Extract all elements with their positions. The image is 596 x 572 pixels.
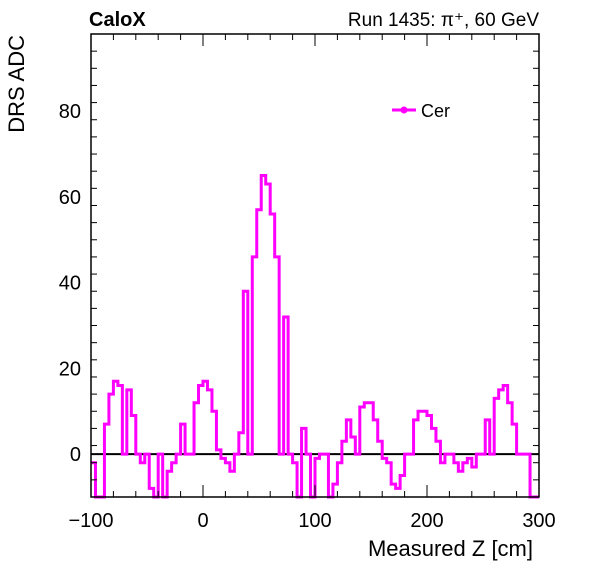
plot-frame	[90, 33, 540, 498]
x-tick-label: 300	[522, 510, 555, 532]
series-layer	[91, 173, 539, 499]
legend-swatch-marker	[400, 106, 408, 114]
tick-labels: −100 0 100 200 300 0 20 40 60 80	[59, 101, 556, 532]
legend: Cer	[392, 101, 450, 121]
y-tick-label: 40	[59, 273, 81, 295]
y-tick-label: 20	[59, 358, 81, 380]
series-cer-line	[91, 173, 539, 499]
y-axis-label: DRS ADC	[4, 35, 29, 133]
y-tick-label: 80	[59, 101, 81, 123]
x-tick-label: 100	[298, 510, 331, 532]
ticks-layer	[90, 33, 540, 498]
y-tick-label: 60	[59, 187, 81, 209]
x-tick-label: 0	[197, 510, 208, 532]
legend-entry-cer: Cer	[421, 101, 450, 121]
chart-title-left: CaloX	[89, 9, 146, 31]
chart-title-right: Run 1435: π⁺, 60 GeV	[348, 10, 539, 31]
x-tick-label: 200	[410, 510, 443, 532]
x-axis-label: Measured Z [cm]	[368, 536, 533, 561]
y-tick-label: 0	[70, 444, 81, 466]
x-tick-label: −100	[68, 510, 113, 532]
